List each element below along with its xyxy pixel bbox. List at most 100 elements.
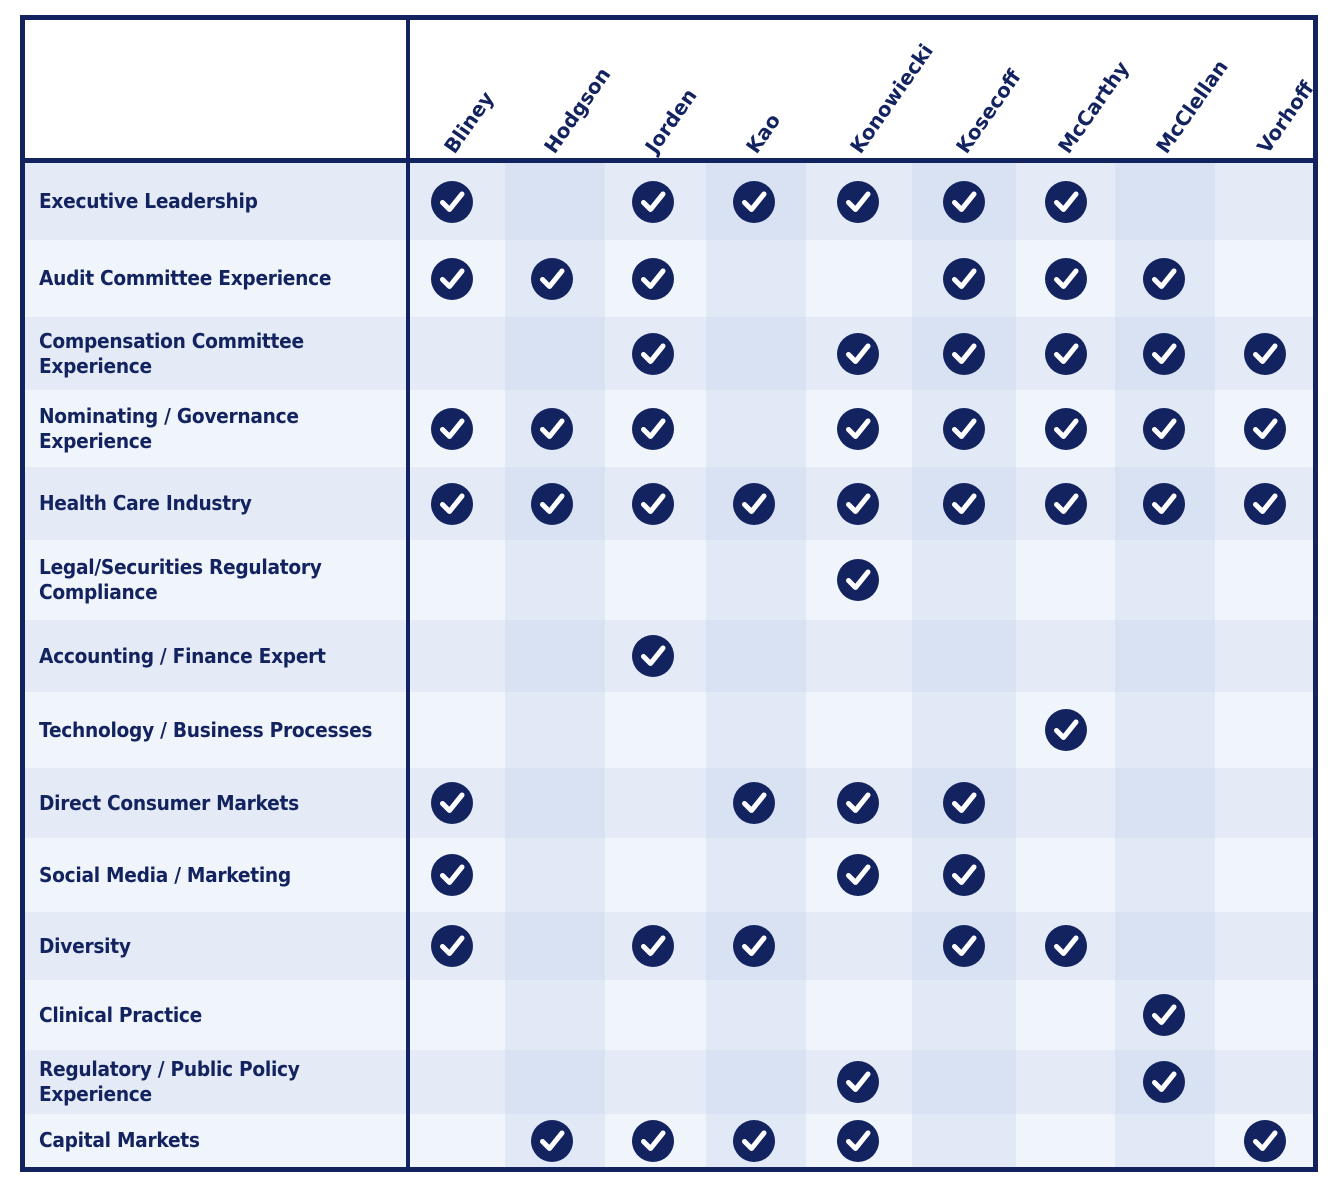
check-circle-icon bbox=[837, 854, 879, 896]
check-circle-icon bbox=[1143, 257, 1185, 300]
column-shade bbox=[1115, 768, 1215, 838]
column-shade bbox=[706, 692, 806, 768]
check-circle-icon bbox=[943, 332, 985, 375]
column-shade bbox=[505, 163, 605, 240]
check-circle-icon bbox=[1244, 332, 1286, 375]
check-circle-icon bbox=[431, 854, 473, 896]
skill-label: Clinical Practice bbox=[39, 1002, 202, 1027]
check-circle-icon bbox=[531, 1119, 573, 1162]
column-shade bbox=[505, 980, 605, 1050]
column-shade bbox=[1115, 912, 1215, 980]
check-circle-icon bbox=[943, 407, 985, 450]
skill-row: Social Media / Marketing bbox=[25, 838, 1313, 912]
director-name-kao: Kao bbox=[741, 108, 786, 158]
column-shade bbox=[505, 317, 605, 390]
column-shade bbox=[706, 390, 806, 467]
director-name-jorden: Jorden bbox=[640, 84, 702, 158]
check-circle-icon bbox=[943, 257, 985, 300]
skill-row: Diversity bbox=[25, 912, 1313, 980]
column-shade bbox=[505, 540, 605, 620]
check-circle-icon bbox=[1045, 709, 1087, 751]
check-circle-icon bbox=[733, 482, 775, 525]
skill-label: Compensation Committee Experience bbox=[39, 328, 304, 378]
check-circle-icon bbox=[837, 559, 879, 601]
skill-label: Health Care Industry bbox=[39, 491, 252, 515]
check-circle-icon bbox=[1045, 925, 1087, 967]
check-circle-icon bbox=[431, 925, 473, 967]
skill-row: Health Care Industry bbox=[25, 467, 1313, 540]
skill-label: Capital Markets bbox=[39, 1128, 200, 1152]
check-circle-icon bbox=[943, 180, 985, 223]
check-circle-icon bbox=[632, 407, 674, 450]
check-circle-icon bbox=[1143, 407, 1185, 450]
director-name-bliney: Bliney bbox=[439, 86, 499, 158]
check-circle-icon bbox=[431, 257, 473, 300]
check-circle-icon bbox=[943, 854, 985, 896]
check-circle-icon bbox=[1143, 994, 1185, 1036]
director-name-hodgson: Hodgson bbox=[539, 62, 616, 158]
column-shade bbox=[505, 912, 605, 980]
director-name-mcclellan: McClellan bbox=[1151, 55, 1233, 158]
check-circle-icon bbox=[1045, 332, 1087, 375]
director-header: Bliney Hodgson Jorden Kao Konowiecki Kosecoff… bbox=[25, 20, 1319, 163]
check-circle-icon bbox=[531, 407, 573, 450]
check-circle-icon bbox=[1143, 332, 1185, 375]
column-shade bbox=[706, 838, 806, 912]
skill-row: Capital Markets bbox=[25, 1114, 1313, 1167]
skill-label: Diversity bbox=[39, 933, 131, 958]
skill-row: Executive Leadership bbox=[25, 163, 1313, 240]
column-shade bbox=[706, 240, 806, 317]
check-circle-icon bbox=[531, 257, 573, 300]
skill-label: Audit Committee Experience bbox=[39, 266, 332, 290]
check-circle-icon bbox=[1244, 482, 1286, 525]
check-circle-icon bbox=[431, 782, 473, 824]
column-shade bbox=[912, 980, 1016, 1050]
check-circle-icon bbox=[1143, 1061, 1185, 1103]
skill-label: Legal/Securities Regulatory Compliance bbox=[39, 555, 322, 604]
check-circle-icon bbox=[431, 482, 473, 525]
column-shade bbox=[505, 838, 605, 912]
skill-row: Direct Consumer Markets bbox=[25, 768, 1313, 838]
column-shade bbox=[706, 980, 806, 1050]
skills-matrix: Bliney Hodgson Jorden Kao Konowiecki Kosecoff… bbox=[20, 15, 1319, 1172]
column-shade bbox=[706, 1050, 806, 1114]
column-shade bbox=[706, 620, 806, 692]
check-circle-icon bbox=[1244, 1119, 1286, 1162]
check-circle-icon bbox=[1045, 407, 1087, 450]
skill-label: Accounting / Finance Expert bbox=[39, 643, 326, 668]
director-name-vorhoff: Vorhoff bbox=[1252, 76, 1319, 158]
check-circle-icon bbox=[632, 332, 674, 375]
check-circle-icon bbox=[943, 925, 985, 967]
skill-label: Technology / Business Processes bbox=[39, 717, 373, 742]
skill-row: Regulatory / Public Policy Experience bbox=[25, 1050, 1313, 1114]
column-shade bbox=[912, 1050, 1016, 1114]
check-circle-icon bbox=[943, 782, 985, 824]
check-circle-icon bbox=[733, 782, 775, 824]
column-shade bbox=[912, 540, 1016, 620]
skill-row: Audit Committee Experience bbox=[25, 240, 1313, 317]
check-circle-icon bbox=[943, 482, 985, 525]
check-circle-icon bbox=[1045, 257, 1087, 300]
skill-row: Compensation Committee Experience bbox=[25, 317, 1313, 390]
check-circle-icon bbox=[1244, 407, 1286, 450]
check-circle-icon bbox=[531, 482, 573, 525]
check-circle-icon bbox=[733, 180, 775, 223]
check-circle-icon bbox=[1045, 482, 1087, 525]
check-circle-icon bbox=[837, 180, 879, 223]
check-circle-icon bbox=[632, 482, 674, 525]
check-circle-icon bbox=[431, 180, 473, 223]
skill-row: Nominating / Governance Experience bbox=[25, 390, 1313, 467]
check-circle-icon bbox=[1045, 180, 1087, 223]
check-circle-icon bbox=[632, 925, 674, 967]
check-circle-icon bbox=[632, 257, 674, 300]
check-circle-icon bbox=[837, 332, 879, 375]
director-name-mccarthy: McCarthy bbox=[1053, 56, 1134, 158]
column-shade bbox=[505, 768, 605, 838]
column-shade bbox=[1115, 540, 1215, 620]
check-circle-icon bbox=[632, 1119, 674, 1162]
skill-label: Regulatory / Public Policy Experience bbox=[39, 1057, 300, 1106]
skill-label: Nominating / Governance Experience bbox=[39, 403, 299, 453]
column-shade bbox=[1115, 163, 1215, 240]
check-circle-icon bbox=[632, 635, 674, 677]
skill-label: Direct Consumer Markets bbox=[39, 790, 299, 815]
